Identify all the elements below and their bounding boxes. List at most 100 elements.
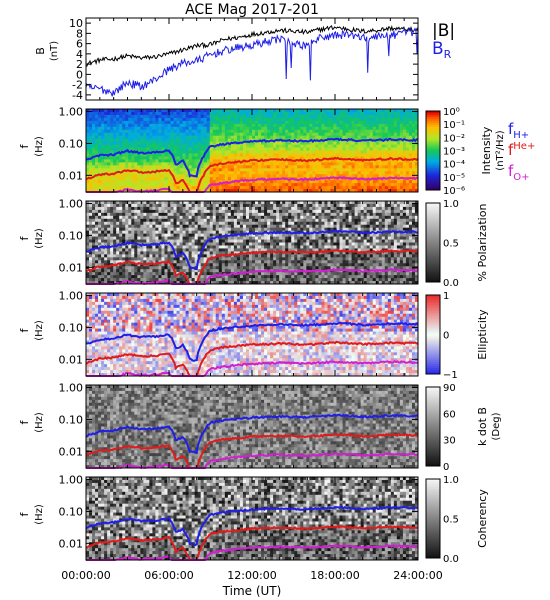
heatmap-cell bbox=[107, 269, 111, 273]
heatmap-cell bbox=[206, 281, 211, 285]
heatmap-cell bbox=[188, 186, 193, 190]
heatmap-cell bbox=[414, 132, 419, 137]
heatmap-cell bbox=[185, 218, 190, 223]
heatmap-cell bbox=[408, 114, 413, 119]
heatmap-cell bbox=[215, 233, 220, 237]
heatmap-cell bbox=[267, 123, 271, 128]
heatmap-cell bbox=[140, 120, 144, 125]
heatmap-cell bbox=[393, 114, 398, 119]
heatmap-cell bbox=[101, 144, 105, 148]
heatmap-cell bbox=[101, 117, 105, 122]
heatmap-cell bbox=[206, 272, 211, 276]
heatmap-cell bbox=[270, 159, 274, 163]
heatmap-cell bbox=[203, 212, 208, 217]
heatmap-cell bbox=[236, 221, 241, 226]
heatmap-cell bbox=[233, 123, 238, 128]
heatmap-cell bbox=[164, 224, 168, 229]
heatmap-cell bbox=[264, 224, 268, 229]
heatmap-cell bbox=[255, 123, 259, 128]
heatmap-cell bbox=[303, 156, 307, 160]
heatmap-cell bbox=[167, 177, 171, 181]
heatmap-cell bbox=[309, 120, 313, 125]
heatmap-cell bbox=[233, 168, 238, 172]
heatmap-cell bbox=[248, 233, 253, 237]
heatmap-cell bbox=[182, 183, 186, 187]
heatmap-cell bbox=[134, 227, 138, 232]
heatmap-cell bbox=[119, 186, 123, 190]
heatmap-cell bbox=[104, 209, 108, 214]
heatmap-cell bbox=[215, 251, 220, 255]
heatmap-cell bbox=[209, 138, 214, 142]
heatmap-cell bbox=[104, 242, 108, 246]
heatmap-cell bbox=[242, 180, 247, 184]
heatmap-cell bbox=[107, 224, 111, 229]
heatmap-cell bbox=[224, 120, 229, 125]
heatmap-cell bbox=[164, 109, 168, 113]
heatmap-cell bbox=[239, 236, 244, 240]
heatmap-cell bbox=[185, 215, 190, 220]
heatmap-cell bbox=[212, 224, 217, 229]
heatmap-cell bbox=[197, 248, 202, 252]
heatmap-cell bbox=[155, 174, 159, 178]
heatmap-cell bbox=[170, 171, 174, 175]
heatmap-cell bbox=[140, 272, 144, 276]
heatmap-cell bbox=[291, 162, 295, 166]
heatmap-cell bbox=[405, 171, 410, 175]
heatmap-cell bbox=[218, 186, 223, 190]
heatmap-cell bbox=[170, 269, 174, 273]
heatmap-cell bbox=[119, 126, 123, 131]
heatmap-cell bbox=[390, 159, 395, 163]
heatmap-cell bbox=[98, 150, 102, 154]
heatmap-cell bbox=[176, 132, 180, 137]
heatmap-cell bbox=[101, 162, 105, 166]
heatmap-cell bbox=[224, 209, 229, 214]
heatmap-cell bbox=[212, 209, 217, 214]
heatmap-cell bbox=[252, 117, 256, 122]
heatmap-cell bbox=[236, 230, 241, 234]
heatmap-cell bbox=[242, 215, 247, 220]
heatmap-cell bbox=[161, 156, 165, 160]
heatmap-cell bbox=[209, 147, 214, 151]
heatmap-cell bbox=[137, 248, 141, 252]
heatmap-cell bbox=[161, 242, 165, 246]
heatmap-cell bbox=[339, 183, 343, 187]
heatmap-cell bbox=[381, 144, 386, 148]
heatmap-cell bbox=[342, 174, 346, 178]
heatmap-cell bbox=[258, 109, 262, 113]
heatmap-cell bbox=[345, 156, 349, 160]
heatmap-cell bbox=[324, 141, 328, 145]
heatmap-cell bbox=[206, 138, 211, 142]
heatmap-cell bbox=[303, 123, 307, 128]
heatmap-cell bbox=[182, 177, 186, 181]
heatmap-cell bbox=[89, 135, 93, 140]
heatmap-cell bbox=[104, 159, 108, 163]
heatmap-cell bbox=[230, 123, 235, 128]
heatmap-cell bbox=[185, 109, 190, 113]
heatmap-cell bbox=[408, 109, 413, 113]
heatmap-cell bbox=[276, 186, 280, 190]
heatmap-cell bbox=[342, 123, 346, 128]
heatmap-cell bbox=[318, 135, 322, 140]
heatmap-cell bbox=[372, 168, 377, 172]
heatmap-cell bbox=[164, 171, 168, 175]
heatmap-cell bbox=[167, 129, 171, 134]
heatmap-cell bbox=[209, 168, 214, 172]
heatmap-cell bbox=[173, 233, 177, 237]
heatmap-cell bbox=[267, 162, 271, 166]
heatmap-cell bbox=[92, 269, 96, 273]
heatmap-cell bbox=[182, 117, 186, 122]
heatmap-cell bbox=[176, 201, 180, 205]
heatmap-cell bbox=[375, 162, 380, 166]
heatmap-cell bbox=[95, 245, 99, 249]
heatmap-cell bbox=[176, 109, 180, 113]
heatmap-cell bbox=[212, 260, 217, 264]
heatmap-cell bbox=[152, 260, 156, 264]
heatmap-cell bbox=[98, 147, 102, 151]
heatmap-cell bbox=[134, 266, 138, 270]
heatmap-cell bbox=[309, 135, 313, 140]
heatmap-cell bbox=[276, 111, 280, 116]
heatmap-cell bbox=[92, 183, 96, 187]
heatmap-cell bbox=[348, 111, 352, 116]
heatmap-cell bbox=[242, 174, 247, 178]
heatmap-cell bbox=[203, 245, 208, 249]
